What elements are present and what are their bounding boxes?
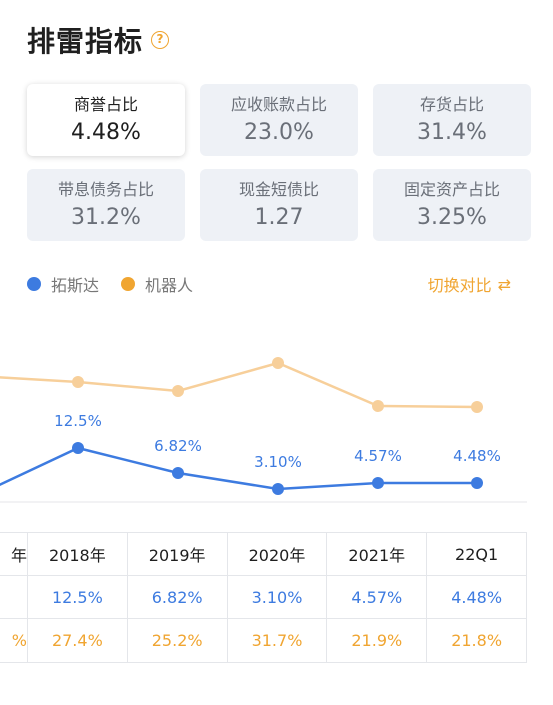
data-point-orange[interactable] (372, 400, 384, 412)
table-row-series2: % 27.4% 25.2% 31.7% 21.9% 21.8% (0, 619, 526, 662)
table-cell: 21.9% (326, 619, 426, 662)
series-line-orange (0, 361, 478, 409)
legend-label: 机器人 (145, 276, 194, 295)
table-cell: 12.5% (26, 576, 127, 618)
data-point-orange[interactable] (471, 401, 483, 413)
table-cell (0, 576, 27, 618)
metric-value: 31.4% (417, 120, 487, 145)
metric-label: 现金短债比 (238, 180, 319, 199)
metric-card-inventory[interactable]: 存货占比 31.4% (373, 84, 531, 156)
table-cell: % (11, 631, 27, 650)
switch-label: 切换对比 (427, 276, 492, 295)
line-chart: 12.5% 6.82% 3.10% 4.57% 4.48% (0, 357, 527, 503)
metric-card-cash-debt[interactable]: 现金短债比 1.27 (200, 169, 358, 241)
table-cell: 22Q1 (426, 533, 526, 575)
metric-cards: 商誉占比 4.48% 应收账款占比 23.0% 存货占比 31.4% 带息债务占… (27, 84, 532, 241)
data-point-orange[interactable] (172, 385, 184, 397)
metric-label: 固定资产占比 (403, 180, 500, 199)
table-cell: 2020年 (226, 533, 327, 575)
table-cell: 31.7% (226, 619, 327, 662)
chart-legend: 拓斯达 机器人 (27, 272, 215, 296)
series-line-blue (0, 446, 477, 491)
page-title: 排雷指标 (27, 25, 144, 58)
metric-value: 4.48% (71, 120, 141, 145)
metric-label: 存货占比 (419, 95, 484, 114)
metric-value: 31.2% (71, 205, 141, 230)
table-row-series1: 12.5% 6.82% 3.10% 4.57% 4.48% (0, 576, 526, 619)
data-point-orange[interactable] (272, 357, 284, 369)
metric-card-receivables[interactable]: 应收账款占比 23.0% (200, 84, 358, 156)
metric-card-goodwill[interactable]: 商誉占比 4.48% (27, 84, 185, 156)
data-point-blue[interactable] (471, 477, 483, 489)
table-cell: 2018年 (26, 533, 127, 575)
title-row: 排雷指标 ? (27, 20, 170, 60)
table-header-row: 年 2018年 2019年 2020年 2021年 22Q1 (0, 533, 526, 576)
data-label-blue: 12.5% (54, 412, 102, 430)
legend-item-series1[interactable]: 拓斯达 (27, 272, 99, 296)
metric-value: 3.25% (417, 205, 487, 230)
switch-compare-button[interactable]: 切换对比 ⇄ (428, 272, 511, 296)
data-label-blue: 4.57% (354, 447, 402, 465)
table-cell: 4.48% (426, 576, 526, 618)
metric-label: 应收账款占比 (230, 95, 327, 114)
data-table: 年 2018年 2019年 2020年 2021年 22Q1 12.5% 6.8… (0, 532, 527, 663)
table-cell: 4.57% (326, 576, 426, 618)
metric-card-interest-debt[interactable]: 带息债务占比 31.2% (27, 169, 185, 241)
legend-dot-blue (27, 277, 41, 291)
metric-value: 1.27 (254, 205, 304, 230)
legend-label: 拓斯达 (51, 276, 100, 295)
data-label-blue: 3.10% (254, 453, 302, 471)
switch-icon: ⇄ (497, 274, 511, 294)
data-point-blue[interactable] (172, 467, 184, 479)
data-label-blue: 4.48% (453, 447, 501, 465)
table-cell: 21.8% (426, 619, 526, 662)
table-cell: 25.2% (126, 619, 227, 662)
table-cell: 年 (10, 546, 27, 565)
data-point-blue[interactable] (372, 477, 384, 489)
data-point-blue[interactable] (272, 483, 284, 495)
table-cell: 27.4% (26, 619, 127, 662)
metric-card-fixed-assets[interactable]: 固定资产占比 3.25% (373, 169, 531, 241)
legend-dot-orange (121, 277, 136, 291)
metric-value: 23.0% (244, 120, 314, 145)
metric-label: 带息债务占比 (57, 180, 154, 199)
table-cell: 3.10% (226, 576, 327, 618)
metric-label: 商誉占比 (73, 95, 138, 114)
table-cell: 2019年 (126, 533, 227, 575)
table-cell: 6.82% (126, 576, 227, 618)
data-label-blue: 6.82% (154, 437, 202, 455)
legend-item-series2[interactable]: 机器人 (121, 272, 193, 296)
help-icon[interactable]: ? (151, 31, 170, 49)
data-point-blue[interactable] (72, 442, 84, 454)
table-cell: 2021年 (326, 533, 426, 575)
data-point-orange[interactable] (72, 376, 84, 388)
